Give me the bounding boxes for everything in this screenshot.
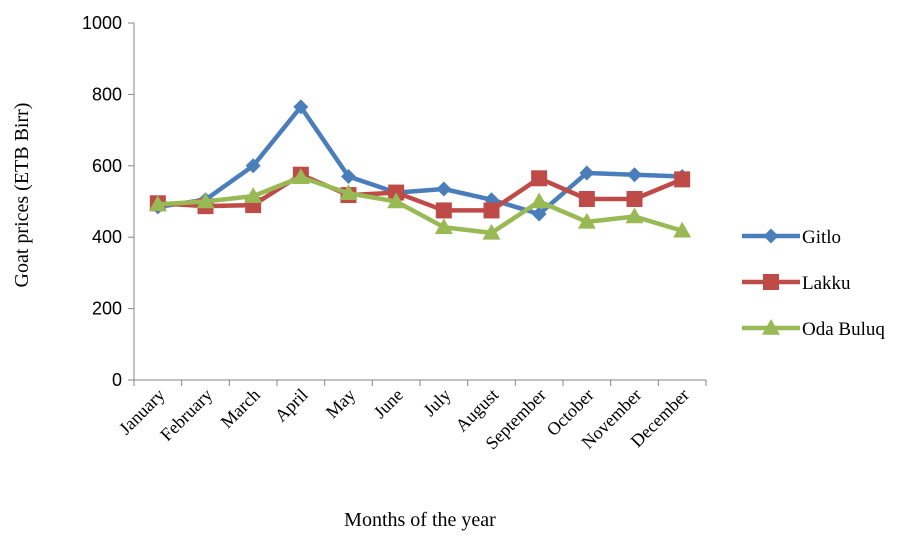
data-point [483,202,500,219]
y-axis: 0 200 400 600 800 1000 [82,13,135,390]
data-point [436,181,452,197]
legend-marker [763,274,779,290]
data-point [579,165,595,181]
legend-marker [762,319,780,335]
data-point [245,158,261,174]
x-axis-title: Months of the year [344,509,496,531]
y-tick-label: 0 [112,370,122,390]
data-point [435,202,452,219]
plot-area [148,99,692,240]
x-tick-label: May [322,385,359,422]
legend-item: Gitlo [742,227,841,248]
y-tick-label: 400 [92,227,122,247]
data-point [626,191,643,208]
data-point [148,195,167,212]
data-point [434,218,453,234]
y-axis-title: Goat prices (ETB Birr) [11,103,33,288]
y-tick-label: 800 [92,84,122,104]
series-line [155,104,685,217]
data-point [482,223,501,240]
data-point [387,192,406,209]
data-point [577,212,596,229]
data-point [244,187,263,203]
data-point [341,169,356,185]
y-tick-label: 1000 [82,13,122,33]
legend-item: Lakku [742,273,851,294]
data-point [291,168,310,184]
x-tick-label: June [370,385,407,422]
legend-label: Lakku [802,273,851,294]
data-point [674,171,691,188]
data-point [578,191,595,208]
data-point [339,184,358,201]
series-oda-buluq [148,168,692,240]
y-tick-label: 200 [92,299,122,319]
legend-label: Gitlo [802,227,841,248]
x-tick-label: February [156,385,216,445]
x-tick-label: April [271,385,312,426]
data-point [196,192,215,209]
legend-item: Oda Buluq [742,319,885,340]
x-tick-label: March [217,385,264,432]
data-point [673,221,692,238]
data-point [293,99,309,115]
x-tick-label: July [419,385,454,420]
y-tick-label: 600 [92,156,122,176]
series-line [155,174,685,236]
legend: Gitlo Lakku Oda Buluq [742,227,885,340]
data-point [625,207,644,224]
legend-marker [763,228,779,244]
legend-label: Oda Buluq [802,319,885,340]
data-point [531,206,547,222]
data-point [530,192,549,209]
data-point [531,170,548,187]
data-point [627,167,642,183]
